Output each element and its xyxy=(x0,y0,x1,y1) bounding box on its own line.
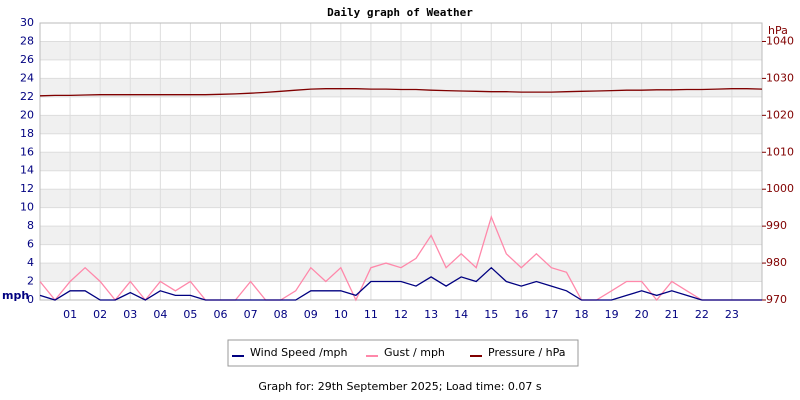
x-tick-label: 13 xyxy=(424,308,438,321)
x-tick-label: 08 xyxy=(274,308,288,321)
x-tick-label: 09 xyxy=(304,308,318,321)
y2-tick-label: 1020 xyxy=(766,108,794,121)
y2-tick-label: 980 xyxy=(766,256,787,269)
x-tick-label: 14 xyxy=(454,308,468,321)
x-tick-label: 03 xyxy=(123,308,137,321)
y-tick-label: 2 xyxy=(27,275,34,288)
x-tick-label: 15 xyxy=(484,308,498,321)
x-tick-label: 01 xyxy=(63,308,77,321)
y-axis-label: mph xyxy=(2,289,29,302)
plot-area xyxy=(39,22,763,301)
y-tick-label: 6 xyxy=(27,238,34,251)
y2-tick-label: 1040 xyxy=(766,34,794,47)
y-tick-label: 16 xyxy=(20,145,34,158)
y2-tick-label: 970 xyxy=(766,293,787,306)
legend-box xyxy=(227,339,579,367)
x-tick-label: 16 xyxy=(514,308,528,321)
series-line xyxy=(39,88,763,97)
y-tick-label: 18 xyxy=(20,127,34,140)
legend-label: Gust / mph xyxy=(384,346,445,359)
y-tick-label: 26 xyxy=(20,53,34,66)
y-tick-label: 20 xyxy=(20,108,34,121)
series-line xyxy=(39,214,762,302)
y-tick-label: 0 xyxy=(27,293,34,306)
legend-label: Wind Speed /mph xyxy=(250,346,348,359)
x-tick-label: 11 xyxy=(364,308,378,321)
plot-border xyxy=(39,22,763,301)
y-tick-label: 30 xyxy=(20,16,34,29)
x-tick-label: 07 xyxy=(244,308,258,321)
footer: Graph for: 29th September 2025; Load tim… xyxy=(258,380,542,393)
x-tick-label: 23 xyxy=(725,308,739,321)
x-tick-label: 04 xyxy=(153,308,167,321)
x-tick-label: 06 xyxy=(214,308,228,321)
y2-tick-label: 1030 xyxy=(766,71,794,84)
x-tick-label: 10 xyxy=(334,308,348,321)
y-tick-label: 4 xyxy=(27,256,34,269)
y-tick-label: 28 xyxy=(20,34,34,47)
x-tick-label: 18 xyxy=(575,308,589,321)
y-tick-label: 14 xyxy=(20,164,34,177)
legend-label: Pressure / hPa xyxy=(488,346,566,359)
x-tick-label: 20 xyxy=(635,308,649,321)
x-tick-label: 21 xyxy=(665,308,679,321)
y-tick-label: 8 xyxy=(27,219,34,232)
chart-title: Daily graph of Weather xyxy=(327,6,473,19)
series-line xyxy=(39,266,762,301)
x-tick-label: 17 xyxy=(544,308,558,321)
x-tick-label: 22 xyxy=(695,308,709,321)
x-tick-label: 19 xyxy=(605,308,619,321)
x-tick-label: 12 xyxy=(394,308,408,321)
y-tick-label: 24 xyxy=(20,71,34,84)
y-tick-label: 12 xyxy=(20,182,34,195)
y-tick-label: 22 xyxy=(20,90,34,103)
y2-tick-label: 1010 xyxy=(766,145,794,158)
y2-tick-label: 1000 xyxy=(766,182,794,195)
y2-axis-label: hPa xyxy=(768,24,788,37)
y2-tick-label: 990 xyxy=(766,219,787,232)
x-tick-label: 05 xyxy=(183,308,197,321)
x-tick-label: 02 xyxy=(93,308,107,321)
y-tick-label: 10 xyxy=(20,201,34,214)
